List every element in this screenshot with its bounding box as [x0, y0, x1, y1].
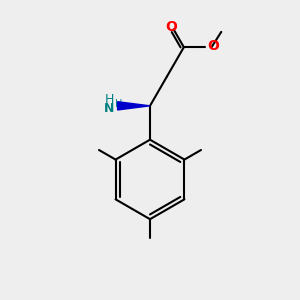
Text: O: O	[207, 39, 219, 53]
Text: H: H	[115, 99, 122, 109]
Text: H: H	[105, 93, 114, 106]
Text: N: N	[104, 102, 115, 115]
Text: O: O	[165, 20, 177, 34]
Polygon shape	[118, 102, 150, 110]
